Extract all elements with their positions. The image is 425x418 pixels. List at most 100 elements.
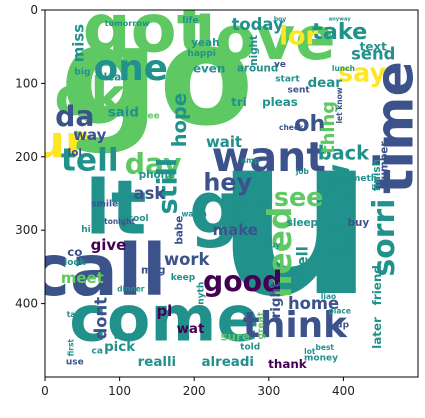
x-axis: 0 100 200 300 400 (41, 377, 355, 398)
word-65: someth (339, 174, 377, 184)
word-66: phone (139, 169, 175, 181)
word-91: ve (274, 60, 286, 70)
word-69: leav (104, 72, 129, 84)
word-86: check (279, 123, 304, 132)
word-63: number (378, 141, 390, 187)
word-51: later (370, 317, 384, 349)
word-43: pl (156, 302, 172, 320)
word-3: love (195, 5, 336, 74)
word-56: even (193, 62, 225, 76)
word-10: time (366, 61, 425, 194)
word-107: talk (67, 310, 84, 319)
word-104: place (328, 306, 351, 315)
y-axis: 0 100 200 300 400 (15, 3, 45, 311)
word-37: meet (61, 269, 104, 287)
word-94: liao (321, 292, 336, 301)
word-8: ok (54, 68, 126, 128)
word-48: right (269, 281, 284, 318)
word-20: da (55, 100, 94, 133)
word-46: thank (268, 357, 308, 371)
word-9: ur (33, 116, 87, 169)
word-72: msg (141, 265, 165, 277)
word-62: sleep (287, 217, 318, 229)
word-59: text (360, 40, 387, 54)
word-50: friend (370, 265, 384, 305)
word-87: tonight (104, 217, 135, 226)
word-15: one (94, 48, 168, 89)
word-17: day (125, 148, 182, 181)
word-85: let know (335, 87, 344, 123)
word-40: give (91, 236, 127, 254)
word-102: first (67, 339, 76, 357)
word-45: alreadi (202, 355, 255, 370)
word-92: big (74, 67, 90, 77)
word-0: u (215, 85, 374, 346)
word-32: thing (318, 101, 339, 154)
word-73: money (304, 354, 338, 364)
x-tick-label-3: 300 (257, 384, 280, 398)
y-tick-label-3: 300 (15, 223, 38, 237)
word-110: boy (274, 16, 286, 23)
word-29: hope (168, 93, 191, 147)
word-30: send (351, 45, 395, 64)
word-31: oh (294, 111, 325, 137)
word-89: yup (330, 321, 349, 331)
word-108: ca (92, 346, 103, 356)
word-97: free (139, 111, 160, 121)
word-25: take (312, 19, 367, 45)
word-99: amp (241, 156, 260, 165)
word-42: way (73, 126, 106, 144)
word-55: tri (231, 95, 247, 109)
word-111: anyway (329, 17, 352, 23)
word-105: best (315, 343, 334, 352)
word-84: sent (288, 86, 311, 96)
plot-background (45, 10, 418, 377)
word-49: said (108, 105, 139, 120)
word-88: buy (348, 217, 370, 229)
word-60: pleas (262, 95, 298, 109)
word-18: good (203, 265, 282, 298)
word-81: happi (187, 49, 215, 59)
word-52: sure (220, 330, 249, 344)
word-58: dear (308, 76, 343, 91)
x-tick-label-0: 0 (41, 384, 49, 398)
word-13: need (261, 207, 299, 298)
word-23: say (338, 57, 386, 87)
word-68: babe (173, 216, 185, 245)
word-1: go (60, 0, 254, 157)
word-71: co (67, 245, 82, 259)
word-12: think (243, 305, 348, 346)
word-76: great (256, 311, 266, 339)
x-tick-label-4: 400 (332, 384, 355, 398)
word-98: job (295, 167, 310, 176)
word-74: told (240, 343, 260, 353)
word-39: ask (134, 184, 167, 203)
word-35: dont (91, 297, 110, 340)
word-70: lol (68, 147, 82, 159)
word-83: start (275, 75, 300, 85)
word-27: back (318, 142, 370, 165)
word-96: look (64, 258, 86, 268)
word-44: realli (138, 355, 177, 370)
word-82: night (248, 35, 260, 66)
word-28: home (288, 294, 339, 313)
y-tick-label-4: 400 (15, 297, 38, 311)
word-36: work (164, 250, 210, 269)
word-67: smile (91, 200, 118, 210)
word-54: pick (104, 340, 136, 355)
word-90: use (66, 357, 84, 367)
word-64: finish (371, 159, 383, 191)
word-4: call (28, 229, 166, 312)
word-77: cool (128, 214, 149, 224)
word-53: wat (177, 322, 205, 337)
y-tick-label-2: 200 (15, 150, 38, 164)
word-19: sorri (367, 199, 402, 277)
word-33: today (232, 15, 284, 34)
word-11: want (212, 133, 326, 181)
y-tick-label-1: 100 (15, 76, 38, 90)
word-21: still (153, 158, 184, 215)
word-38: make (213, 221, 258, 239)
word-57: yeah (191, 37, 219, 49)
